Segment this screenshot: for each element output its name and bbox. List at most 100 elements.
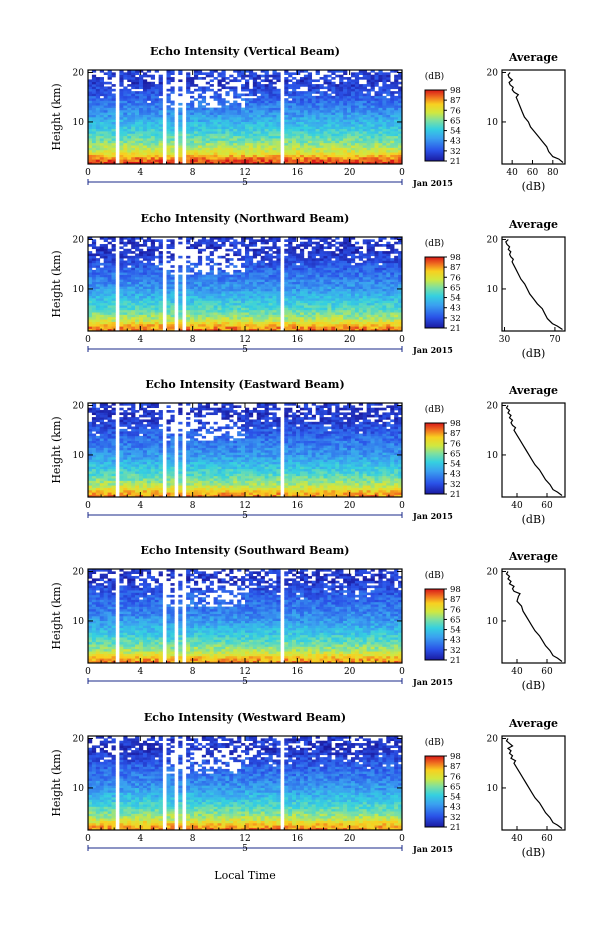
heatmap-cell bbox=[335, 314, 340, 318]
heatmap-cell bbox=[284, 86, 289, 90]
heatmap-cell bbox=[264, 262, 269, 266]
heatmap-cell bbox=[315, 100, 320, 104]
heatmap-cell bbox=[343, 149, 348, 153]
heatmap-cell bbox=[131, 74, 136, 78]
heatmap-cell bbox=[248, 152, 254, 155]
heatmap-cell bbox=[205, 298, 210, 301]
heatmap-cell bbox=[292, 246, 297, 250]
heatmap-cell bbox=[296, 147, 301, 151]
heatmap-cell bbox=[186, 239, 191, 242]
heatmap-cell bbox=[358, 112, 364, 115]
heatmap-cell bbox=[339, 288, 344, 292]
heatmap-cell bbox=[139, 95, 144, 99]
heatmap-cell bbox=[260, 119, 265, 122]
heatmap-cell bbox=[217, 102, 222, 106]
heatmap-cell bbox=[370, 126, 375, 130]
heatmap-cell bbox=[209, 323, 214, 327]
heatmap-cell bbox=[229, 124, 234, 127]
heatmap-cell bbox=[123, 109, 128, 113]
heatmap-cell bbox=[386, 149, 391, 153]
heatmap-cell bbox=[237, 291, 242, 294]
heatmap-cell bbox=[139, 121, 144, 125]
heatmap-cell bbox=[354, 147, 360, 151]
heatmap-cell bbox=[221, 156, 226, 160]
heatmap-cell bbox=[386, 138, 391, 141]
heatmap-cell bbox=[91, 156, 97, 160]
heatmap-cell bbox=[111, 98, 116, 101]
heatmap-cell bbox=[366, 119, 371, 122]
heatmap-cell bbox=[131, 128, 136, 132]
heatmap-cell bbox=[209, 152, 214, 155]
heatmap-cell bbox=[370, 121, 375, 125]
heatmap-cell bbox=[131, 262, 136, 266]
heatmap-cell bbox=[284, 112, 289, 115]
heatmap-cell bbox=[358, 77, 364, 80]
heatmap-cell bbox=[264, 269, 269, 273]
heatmap-cell bbox=[237, 135, 242, 139]
heatmap-cell bbox=[111, 267, 116, 271]
heatmap-cell bbox=[190, 156, 195, 160]
heatmap-cell bbox=[201, 145, 207, 148]
heatmap-cell bbox=[256, 147, 261, 151]
heatmap-cell bbox=[245, 131, 250, 134]
heatmap-cell bbox=[288, 161, 293, 165]
heatmap-cell bbox=[154, 112, 159, 115]
heatmap-cell bbox=[307, 131, 313, 134]
heatmap-cell bbox=[299, 319, 305, 322]
heatmap-cell bbox=[323, 138, 328, 141]
heatmap-cell bbox=[170, 312, 175, 315]
heatmap-cell bbox=[311, 119, 316, 122]
heatmap-cell bbox=[331, 72, 336, 75]
heatmap-cell bbox=[315, 142, 320, 146]
heatmap-cell bbox=[225, 100, 230, 104]
heatmap-cell bbox=[378, 124, 383, 127]
heatmap-cell bbox=[245, 262, 250, 266]
heatmap-cell bbox=[315, 152, 320, 155]
heatmap-cell bbox=[217, 323, 222, 327]
heatmap-cell bbox=[139, 314, 144, 318]
heatmap-cell bbox=[150, 84, 156, 87]
heatmap-cell bbox=[370, 142, 375, 146]
heatmap-cell bbox=[178, 316, 183, 320]
heatmap-cell bbox=[241, 77, 246, 80]
heatmap-cell bbox=[354, 121, 360, 125]
heatmap-cell bbox=[319, 323, 324, 327]
heatmap-cell bbox=[374, 98, 379, 101]
heatmap-cell bbox=[343, 276, 348, 280]
heatmap-cell bbox=[119, 77, 124, 80]
heatmap-cell bbox=[319, 112, 324, 115]
heatmap-cell bbox=[347, 244, 352, 247]
heatmap-cell bbox=[127, 269, 132, 273]
heatmap-cell bbox=[142, 124, 148, 127]
heatmap-cell bbox=[374, 117, 379, 120]
heatmap-cell bbox=[178, 138, 183, 141]
heatmap-cell bbox=[127, 267, 132, 271]
heatmap-cell bbox=[107, 70, 112, 73]
heatmap-cell bbox=[88, 279, 93, 282]
heatmap-cell bbox=[260, 84, 265, 87]
heatmap-cell bbox=[107, 152, 112, 155]
heatmap-cell bbox=[111, 244, 116, 247]
heatmap-cell bbox=[362, 124, 367, 127]
heatmap-cell bbox=[213, 288, 218, 292]
heatmap-cell bbox=[288, 272, 293, 275]
heatmap-cell bbox=[268, 321, 273, 325]
heatmap-cell bbox=[327, 305, 332, 308]
heatmap-cell bbox=[350, 309, 356, 313]
heatmap-cell bbox=[296, 319, 301, 322]
heatmap-cell bbox=[268, 295, 273, 299]
heatmap-cell bbox=[264, 161, 269, 165]
heatmap-cell bbox=[127, 117, 132, 120]
heatmap-cell bbox=[135, 133, 140, 137]
heatmap-cell bbox=[264, 265, 269, 268]
heatmap-cell bbox=[347, 133, 352, 137]
heatmap-cell bbox=[323, 326, 328, 329]
heatmap-cell bbox=[99, 274, 104, 278]
heatmap-cell bbox=[319, 286, 324, 289]
heatmap-cell bbox=[119, 253, 124, 257]
heatmap-cell bbox=[142, 88, 148, 92]
heatmap-cell bbox=[276, 265, 281, 268]
heatmap-cell bbox=[245, 316, 250, 320]
heatmap-cell bbox=[245, 302, 250, 306]
heatmap-cell bbox=[186, 316, 191, 320]
